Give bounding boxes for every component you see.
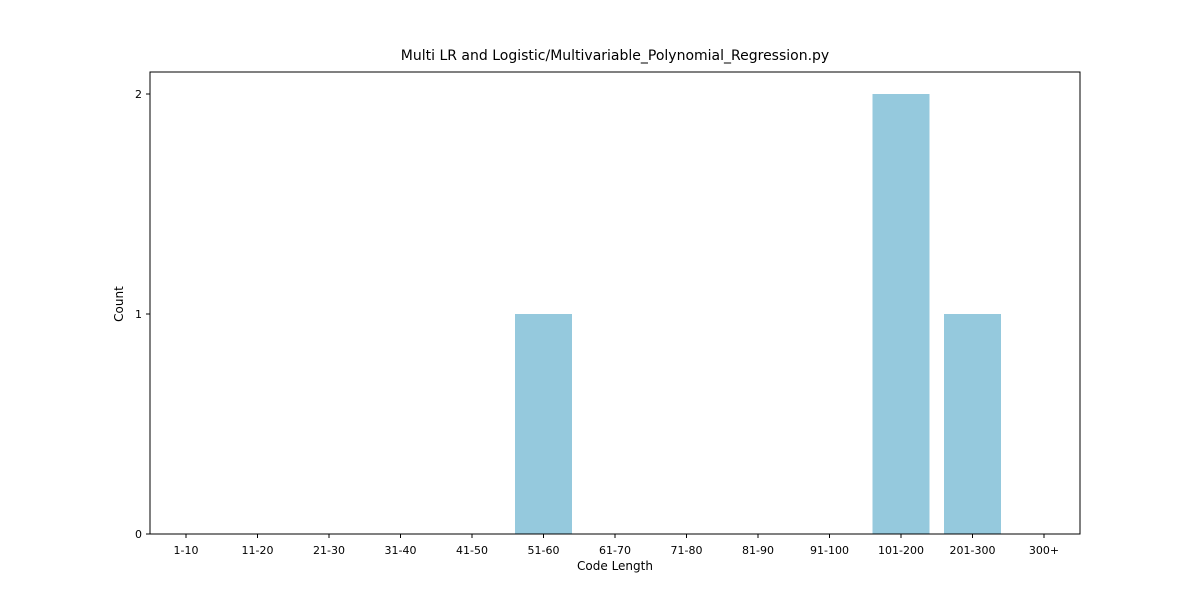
x-tick-label: 201-300 (950, 544, 996, 557)
bar-51-60 (515, 314, 572, 534)
x-tick-label: 61-70 (599, 544, 631, 557)
x-tick-label: 51-60 (528, 544, 560, 557)
bar-101-200 (872, 94, 930, 534)
y-axis-label: Count (112, 286, 126, 322)
chart-title: Multi LR and Logistic/Multivariable_Poly… (400, 48, 830, 64)
y-tick-label: 2 (135, 88, 142, 101)
axes-frame (149, 71, 1081, 535)
x-tick-label: 101-200 (878, 544, 924, 557)
x-tick-label: 41-50 (456, 544, 488, 557)
x-tick-label: 81-90 (742, 544, 774, 557)
y-tick-label: 1 (135, 308, 142, 321)
x-axis-label: Code Length (577, 559, 653, 573)
x-tick-label: 11-20 (242, 544, 274, 557)
x-tick-label: 1-10 (174, 544, 199, 557)
x-tick-label: 21-30 (313, 544, 345, 557)
bar-201-300 (944, 314, 1001, 534)
y-tick-label: 0 (135, 528, 142, 541)
x-tick-label: 300+ (1029, 544, 1059, 557)
x-tick-label: 91-100 (810, 544, 849, 557)
x-tick-label: 71-80 (671, 544, 703, 557)
x-tick-label: 31-40 (385, 544, 417, 557)
